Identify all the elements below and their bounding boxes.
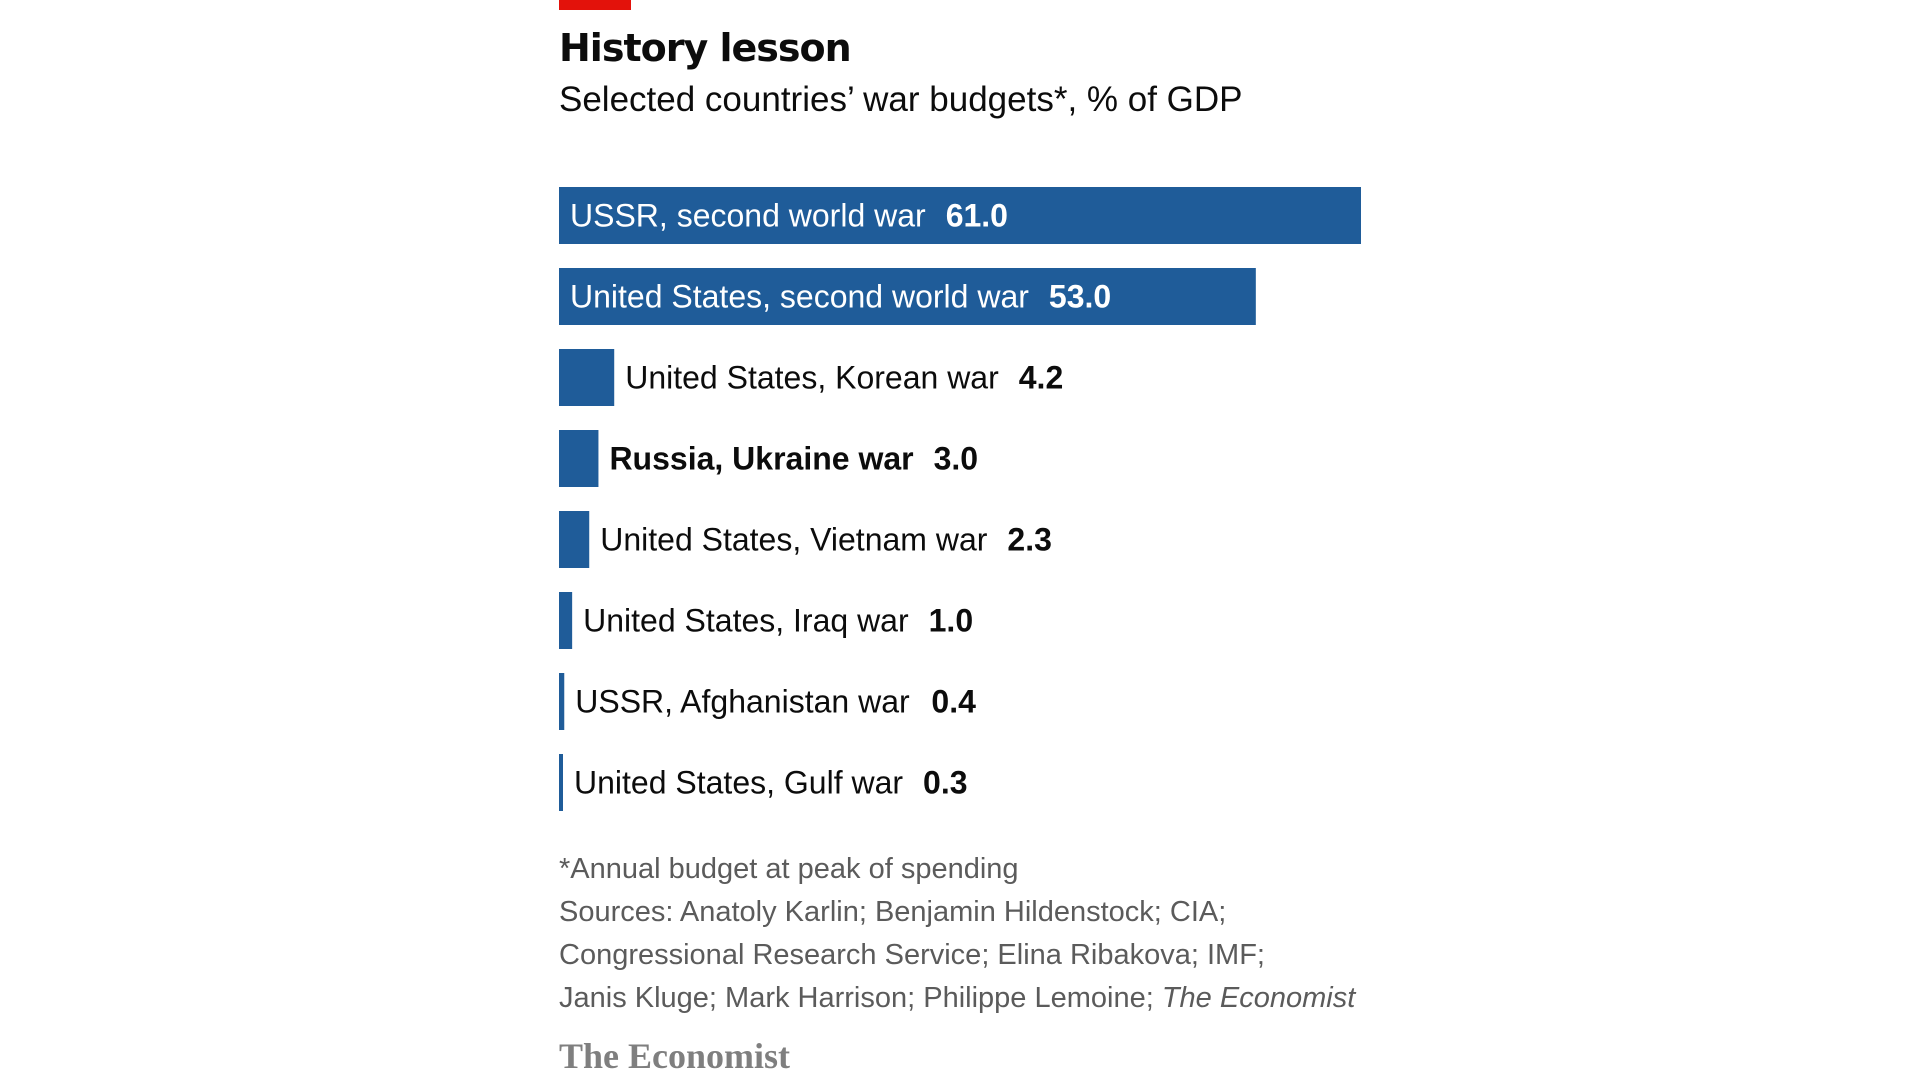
sources-line-3: Janis Kluge; Mark Harrison; Philippe Lem… [559,977,1355,1020]
sources-italic: The Economist [1161,982,1356,1014]
value-label: 53.0 [1049,279,1111,315]
chart-subtitle: Selected countries’ war budgets*, % of G… [559,80,1243,119]
chart-title: History lesson [559,26,852,70]
brand-logo: The Economist [559,1036,791,1076]
category-label: United States, second world war [570,279,1029,315]
bar-4 [559,511,590,568]
value-label: 2.3 [1007,522,1051,558]
category-label: Russia, Ukraine war [609,441,913,477]
accent-bar [559,0,631,10]
footnotes: *Annual budget at peak of spending Sourc… [559,848,1355,1020]
bar-0 [559,187,1361,244]
value-label: 1.0 [929,603,973,639]
bar-2 [559,349,615,406]
category-label: USSR, Afghanistan war [575,684,910,720]
bar-1 [559,268,1256,325]
category-label: United States, Gulf war [574,765,903,801]
value-label: 3.0 [934,441,978,477]
category-label: United States, Korean war [625,360,999,396]
sources-line-3-text: Janis Kluge; Mark Harrison; Philippe Lem… [559,982,1162,1014]
value-label: 0.4 [931,684,976,720]
bar-6 [559,673,565,730]
bar-3 [559,430,599,487]
value-label: 4.2 [1019,360,1063,396]
category-label: United States, Vietnam war [600,522,988,558]
category-label: USSR, second world war [570,198,926,234]
bar-5 [559,592,573,649]
sources-line-1: Sources: Anatoly Karlin; Benjamin Hilden… [559,896,1227,928]
category-label: United States, Iraq war [583,603,909,639]
bar-chart: USSR, second world war 61.0 United States,… [559,187,1361,811]
value-label: 61.0 [946,198,1008,234]
bar-7 [559,754,563,811]
footnote-asterisk: *Annual budget at peak of spending [559,853,1019,885]
value-label: 0.3 [923,765,967,801]
sources-line-2: Congressional Research Service; Elina Ri… [559,939,1265,971]
